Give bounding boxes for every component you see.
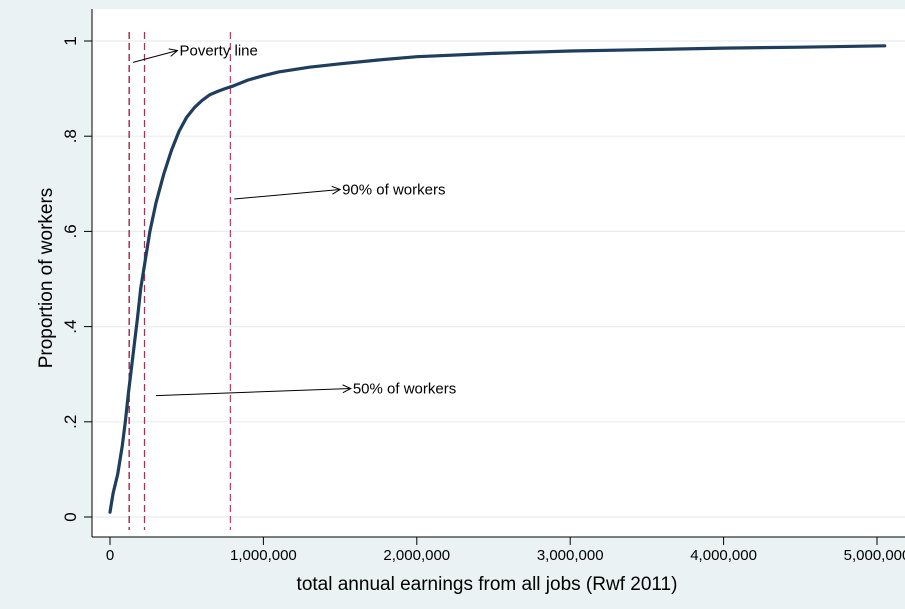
y-tick-label: 0 <box>61 512 80 521</box>
annotation-arrowhead <box>342 384 352 394</box>
x-tick-label: 0 <box>106 547 114 564</box>
axes-group <box>91 9 905 538</box>
annotation-arrowhead <box>331 185 342 195</box>
y-tick-label: .4 <box>61 320 80 334</box>
y-tick-label: .2 <box>61 415 80 429</box>
x-tick-label: 5,000,000 <box>844 547 905 564</box>
annotation-arrow <box>234 189 341 200</box>
annotation-label: Poverty line <box>179 43 257 60</box>
y-tick-label: .6 <box>61 224 80 238</box>
y-tick-label: .8 <box>61 129 80 143</box>
annotations-group: Poverty line 90% of workers 50% of workers <box>132 43 456 397</box>
x-tick-label: 2,000,000 <box>383 547 450 564</box>
annotation-label: 90% of workers <box>342 182 445 199</box>
x-ticks: 0 1,000,000 2,000,000 3,000,000 4,000,000 5,0… <box>106 537 905 564</box>
grid-lines <box>92 40 905 518</box>
reference-lines <box>128 32 232 530</box>
y-ticks: 0 .2 .4 .6 .8 1 <box>61 36 92 522</box>
y-axis-label: Proportion of workers <box>36 188 57 369</box>
plot-area <box>92 9 905 537</box>
annotation-arrowhead <box>168 48 179 57</box>
x-tick-label: 1,000,000 <box>230 547 297 564</box>
annotation-arrow <box>132 50 178 63</box>
cdf-series-line <box>108 44 887 514</box>
x-tick-label: 3,000,000 <box>537 547 604 564</box>
series-group <box>108 44 887 514</box>
y-tick-label: 1 <box>61 36 80 45</box>
annotation-label: 50% of workers <box>353 380 456 397</box>
annotation-arrow <box>156 387 351 397</box>
x-tick-label: 4,000,000 <box>690 547 757 564</box>
x-axis-label: total annual earnings from all jobs (Rwf… <box>297 574 678 595</box>
